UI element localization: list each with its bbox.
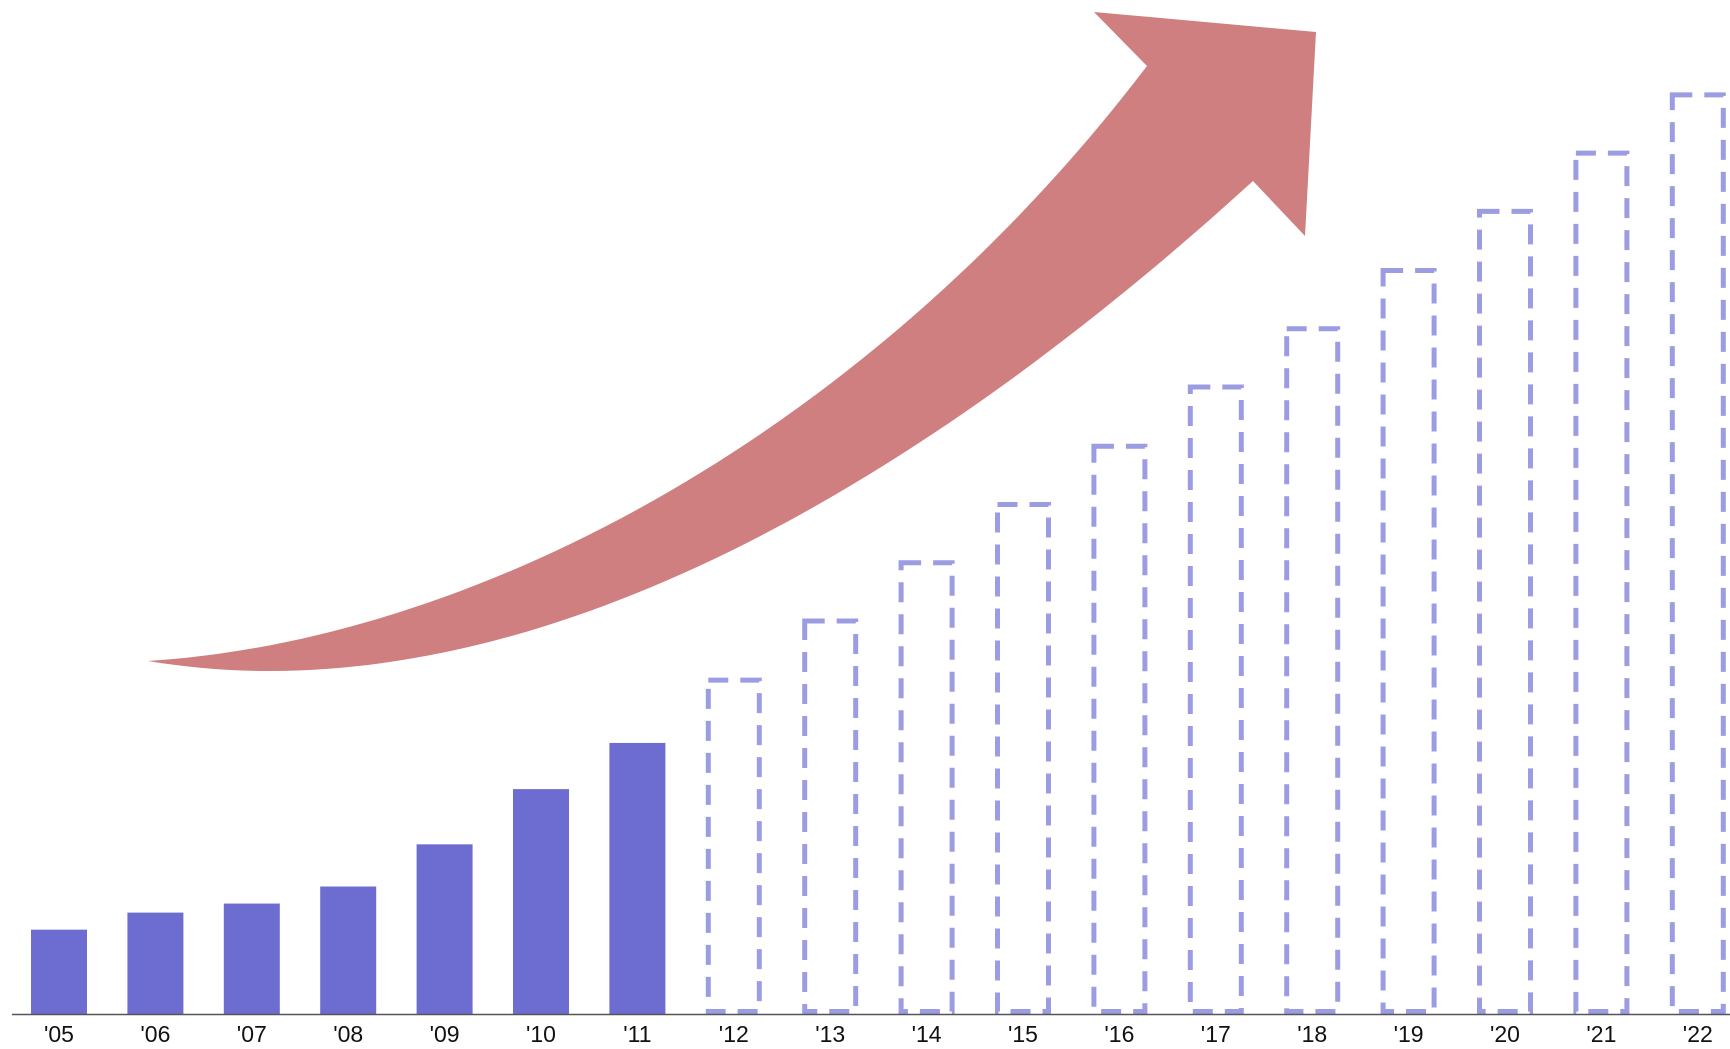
x-axis-tick-labels: '05 '06 '07 '08 '09 '10 '11 '12 '13 '14 '15 '16 '17 '… — [44, 1021, 1713, 1047]
x-tick-label-2: '07 — [237, 1021, 267, 1047]
x-tick-label-17: '22 — [1683, 1021, 1713, 1047]
bar-projected-12 — [1187, 384, 1244, 1014]
bar-projected-13 — [1284, 326, 1341, 1015]
x-tick-label-8: '13 — [815, 1021, 845, 1047]
x-tick-label-11: '16 — [1104, 1021, 1134, 1047]
bar-projected-17 — [1669, 92, 1726, 1014]
x-tick-label-4: '09 — [430, 1021, 460, 1047]
bar-projected-9 — [898, 560, 955, 1014]
bar-projected-14 — [1380, 268, 1437, 1014]
x-tick-label-9: '14 — [912, 1021, 942, 1047]
x-tick-label-1: '06 — [140, 1021, 170, 1047]
x-tick-label-6: '11 — [623, 1021, 651, 1047]
bar-projected-8 — [802, 618, 859, 1014]
bar-actual-5 — [513, 789, 569, 1014]
x-tick-label-15: '20 — [1490, 1021, 1520, 1047]
x-tick-label-16: '21 — [1586, 1021, 1616, 1047]
x-tick-label-14: '19 — [1394, 1021, 1424, 1047]
bar-projected-7 — [705, 677, 762, 1014]
bar-projected-16 — [1573, 150, 1630, 1014]
x-tick-label-3: '08 — [333, 1021, 363, 1047]
bar-projected-11 — [1091, 443, 1148, 1014]
x-tick-label-13: '18 — [1297, 1021, 1327, 1047]
x-tick-label-5: '10 — [526, 1021, 556, 1047]
bars-layer — [31, 92, 1726, 1015]
bar-projected-10 — [995, 501, 1051, 1014]
x-tick-label-0: '05 — [44, 1021, 74, 1047]
bar-actual-0 — [31, 929, 87, 1014]
bar-actual-1 — [127, 912, 184, 1014]
x-tick-label-10: '15 — [1008, 1021, 1038, 1047]
bar-actual-4 — [416, 844, 473, 1014]
bar-actual-6 — [609, 742, 666, 1014]
x-tick-label-7: '12 — [719, 1021, 749, 1047]
x-tick-label-12: '17 — [1201, 1021, 1231, 1047]
bar-actual-2 — [223, 903, 280, 1014]
growth-arrow-icon — [148, 12, 1316, 671]
bar-projected-15 — [1477, 208, 1533, 1014]
bar-actual-3 — [320, 886, 377, 1014]
